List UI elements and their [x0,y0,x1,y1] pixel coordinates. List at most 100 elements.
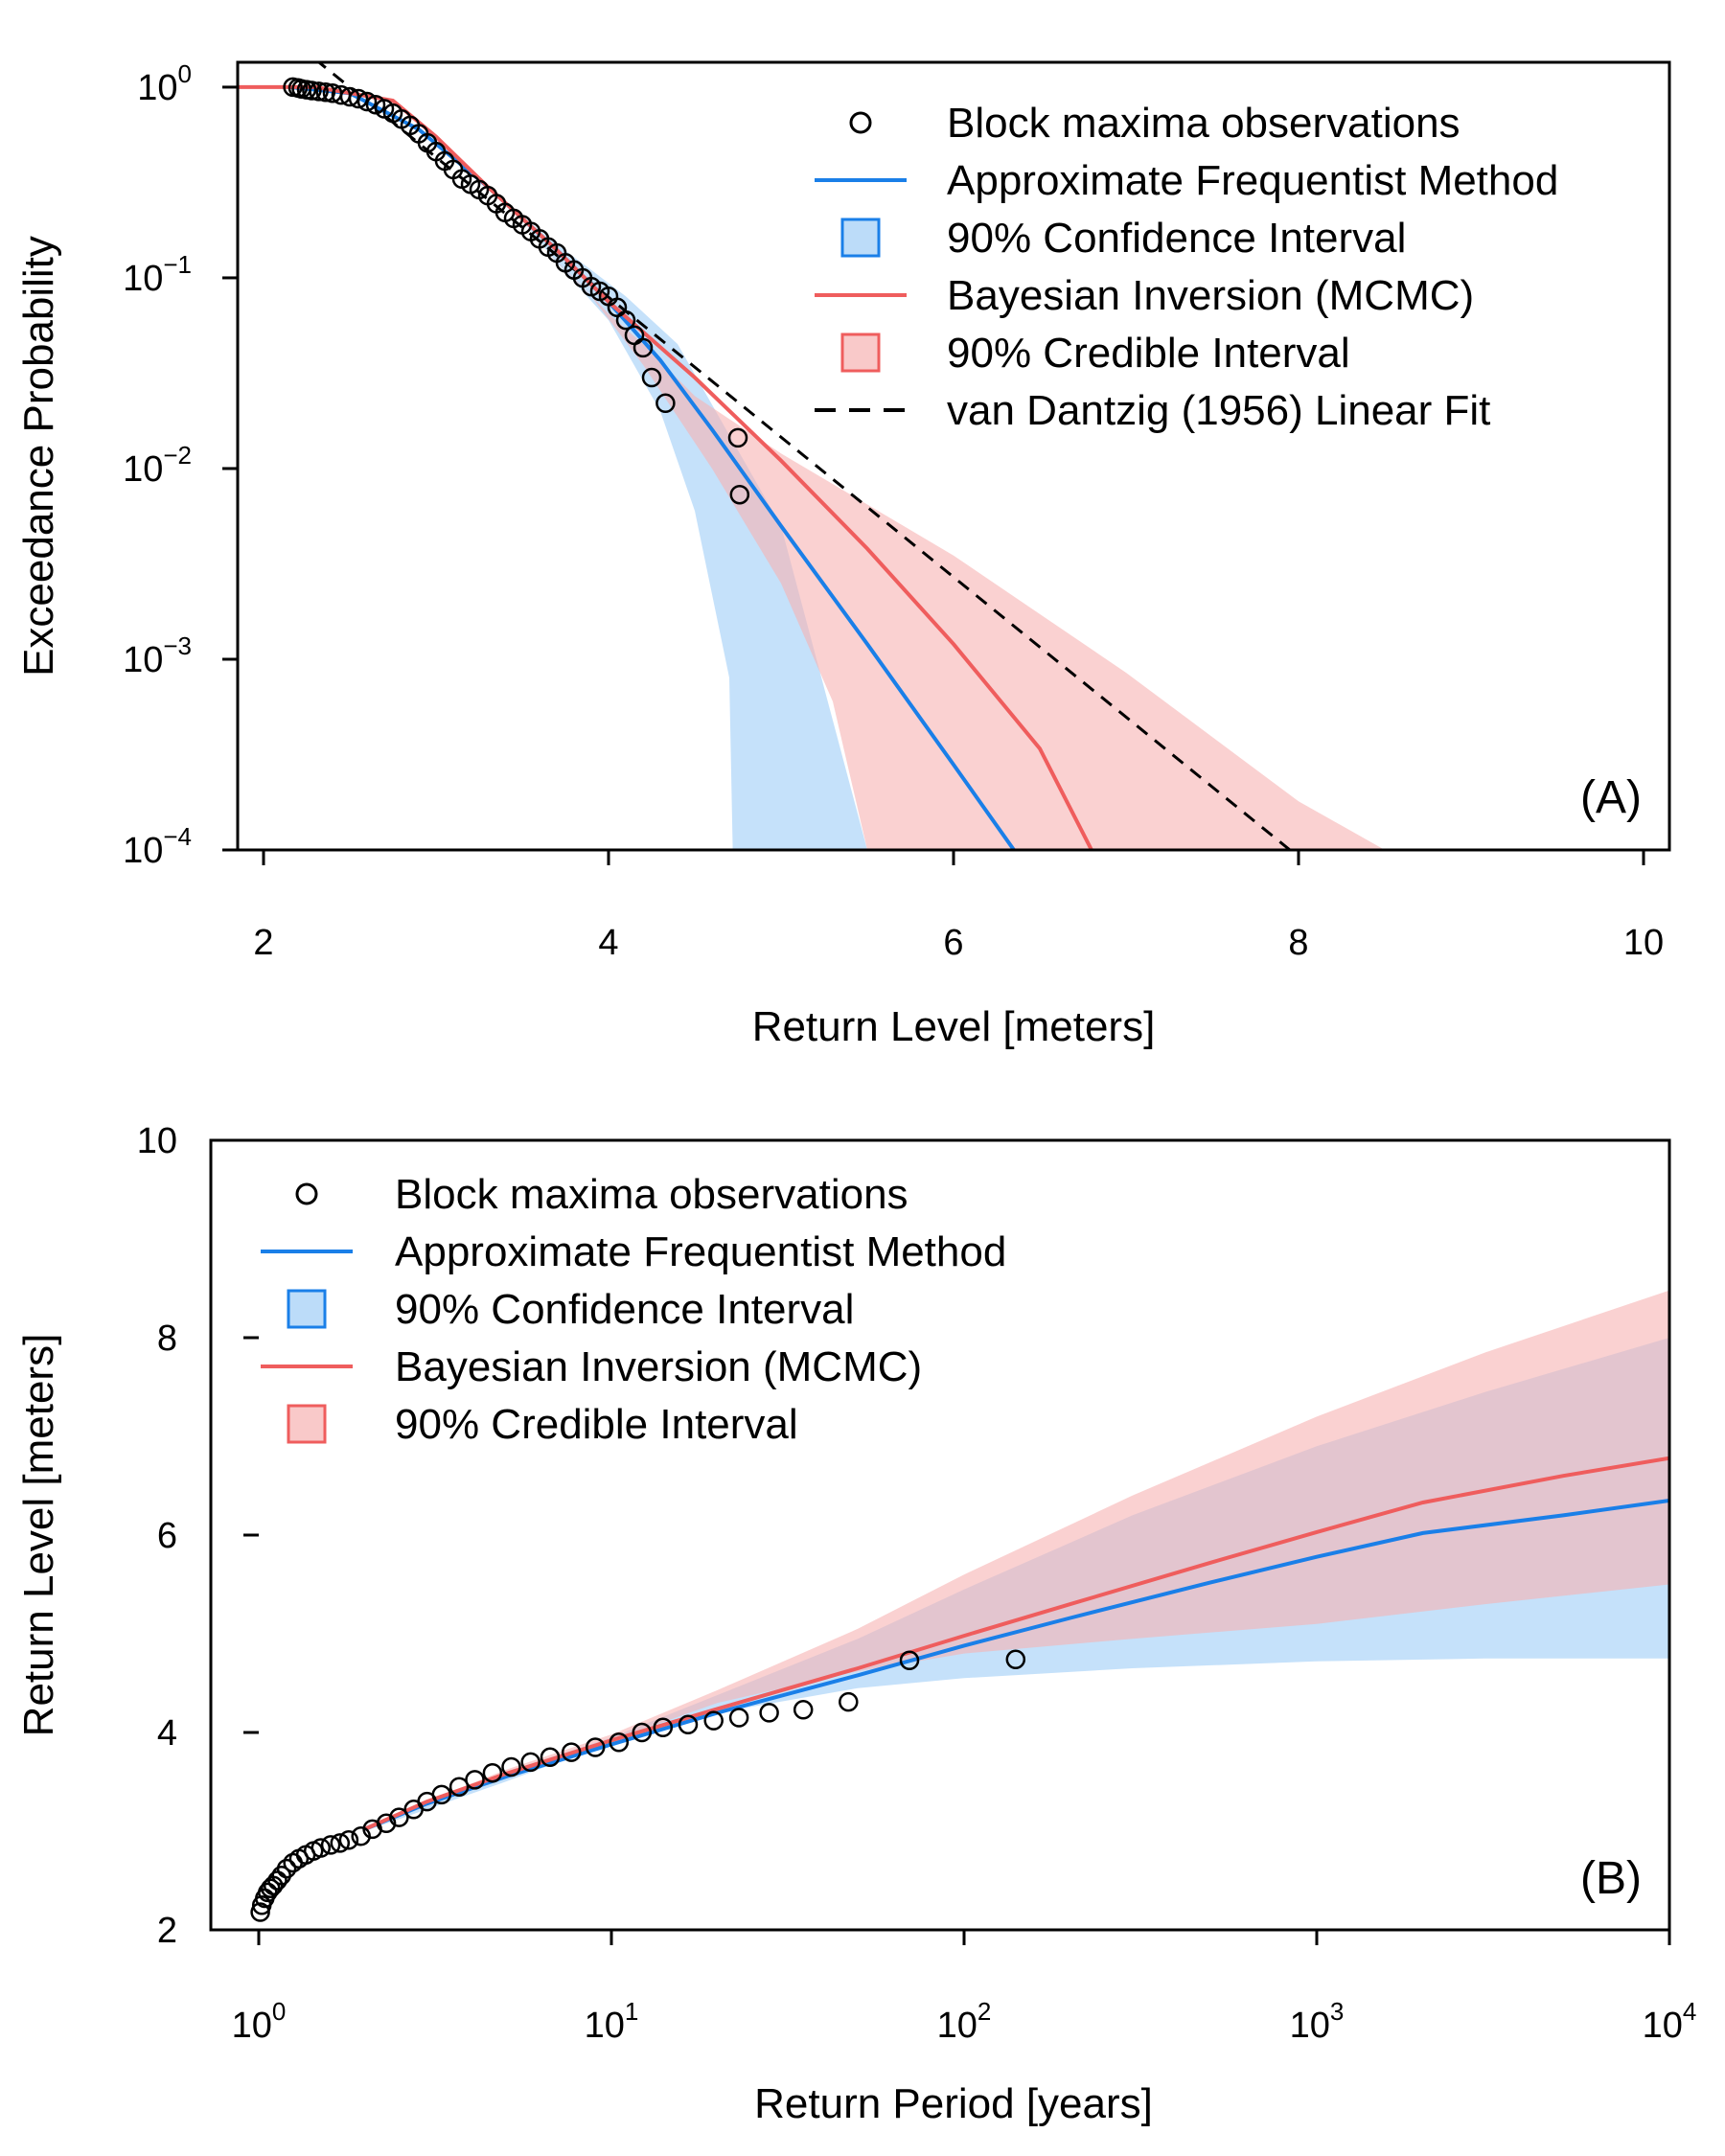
b-x-tick-label: 102 [937,1997,992,2046]
b-observation-point [431,1784,452,1805]
a-x-tick-label: 6 [943,923,963,963]
panel-a-plot-area [238,62,1385,850]
a-x-tick-label: 2 [253,923,273,963]
a-frequentist-line [288,84,1016,850]
b-observation-point [276,1858,297,1879]
b-observation-point [482,1762,503,1783]
b-observation-point [338,1830,359,1850]
panel-b-y-axis: 2 4 6 8 10 [137,1121,259,1951]
b-observation-point [330,1833,351,1853]
panel-a-x-axis: 2 4 6 8 10 [253,850,1664,963]
a-observation-point [315,82,336,103]
a-x-tick-label: 4 [598,923,618,963]
legend-ci-label: 90% Confidence Interval [947,215,1406,262]
b-x-tick-label: 104 [1643,1997,1697,2046]
b-observation-point [540,1747,561,1768]
b-y-tick-label: 10 [137,1121,177,1161]
panel-a-y-axis-title: Exceedance Probability [15,236,62,677]
b-observation-point [389,1807,409,1827]
b-observation-point [609,1732,630,1753]
a-observation-point [348,88,369,109]
legend-bayesian-label: Bayesian Inversion (MCMC) [947,272,1474,319]
b-observation-point [728,1708,749,1728]
panel-b-plot-area [250,1290,1669,1922]
a-x-tick-label: 8 [1288,923,1308,963]
b-frequentist-line [364,1499,1669,1831]
b-observation-point [793,1700,814,1720]
legend-ci-key [840,218,881,258]
legend-observations-key [849,111,872,134]
legend-observations-label: Block maxima observations [947,100,1460,147]
legend-cred-label: 90% Credible Interval [947,330,1350,377]
a-ci-band [488,187,867,850]
legend-cred-key [840,333,881,373]
b-observation-point [250,1902,270,1922]
b-observation-point [653,1717,674,1738]
panel-b-x-axis-title: Return Period [years] [754,2080,1153,2127]
b-y-tick-label: 6 [157,1516,177,1556]
legend-cred-key [287,1404,327,1444]
a-cred-band [488,187,1385,850]
b-observation-point [632,1722,653,1743]
a-observation-point [309,81,329,102]
b-observation-point [678,1714,699,1735]
legend-frequentist-label: Approximate Frequentist Method [947,157,1558,204]
legend-observations-label: Block maxima observations [395,1171,908,1218]
panel-a-x-axis-title: Return Level [meters] [752,1003,1156,1050]
legend-ci-key [287,1289,327,1329]
a-observation-point [302,80,322,101]
legend-ci-label: 90% Confidence Interval [395,1286,854,1333]
legend-bayesian-label: Bayesian Inversion (MCMC) [395,1343,922,1390]
b-x-tick-label: 101 [585,1997,639,2046]
a-observation-point [632,337,654,358]
b-observation-point [1005,1649,1026,1670]
a-dantzig-line [316,62,1291,850]
panel-a-tag: (A) [1580,772,1642,823]
legend-observations-key [295,1182,318,1205]
b-y-tick-label: 4 [157,1713,177,1754]
b-observation-point [703,1710,724,1731]
b-y-tick-label: 2 [157,1911,177,1951]
b-cred-band [364,1290,1669,1829]
panel-a-y-axis: 100 10−1 10−2 10−3 10−4 [123,59,238,871]
legend-dantzig-label: van Dantzig (1956) Linear Fit [947,387,1490,434]
a-x-tick-label: 10 [1623,923,1664,963]
a-bayesian-line [238,84,1093,850]
a-y-tick-label: 10−1 [123,250,192,299]
panel-b-legend: Block maxima observations Approximate Fre… [261,1171,1006,1448]
b-observation-point [839,1691,859,1712]
b-observation-point [520,1752,540,1773]
b-x-tick-label: 100 [232,1997,287,2046]
panel-b-x-axis: 100 101 102 103 104 [232,1930,1697,2046]
b-x-tick-label: 103 [1290,1997,1345,2046]
panel-b-frame [209,1138,1671,1932]
panel-b: 100 101 102 103 104 2 4 6 8 10 Return Period [ye… [15,1121,1696,2127]
panel-b-y-axis-title: Return Level [meters] [15,1334,62,1737]
b-observation-point [310,1838,332,1858]
b-observation-point [585,1737,606,1757]
b-observation-point [448,1777,470,1797]
a-observation-point [339,86,360,107]
b-observation-point [899,1650,920,1671]
panel-a-legend: Block maxima observations Approximate Fre… [815,100,1558,434]
a-y-tick-label: 10−3 [123,631,192,680]
legend-frequentist-label: Approximate Frequentist Method [395,1228,1006,1275]
b-observation-point [320,1835,341,1855]
b-observation-point [465,1770,485,1790]
a-y-tick-label: 100 [137,59,192,108]
b-observation-point [376,1813,397,1834]
b-observation-point [501,1756,521,1778]
a-y-tick-label: 10−4 [123,822,192,871]
a-y-tick-label: 10−2 [123,441,192,490]
b-observation-point [759,1703,779,1723]
legend-cred-label: 90% Credible Interval [395,1401,798,1448]
a-observation-point [727,427,748,448]
a-observation-point [641,367,662,388]
a-observation-point [656,393,676,414]
a-observation-point [615,310,636,331]
b-observation-point [561,1742,582,1762]
panel-a: 2 4 6 8 10 100 10−1 10−2 10−3 10−4 Return Level … [15,59,1671,1050]
a-observation-point [729,484,750,505]
a-observation-point [356,91,378,112]
